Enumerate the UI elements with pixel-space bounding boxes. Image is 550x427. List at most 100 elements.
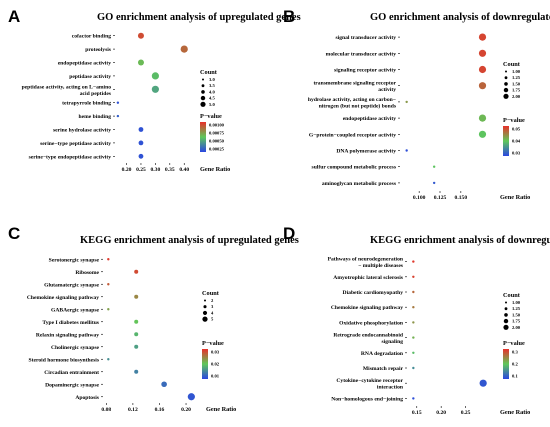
- pvalue-legend-title: P−value: [503, 117, 525, 124]
- count-legend-label: 1.00: [512, 69, 521, 74]
- data-point: [478, 65, 487, 74]
- category-label-line: signaling receptor activity: [334, 68, 396, 74]
- panel-C: C KEGG enrichment analysis of upregulated…: [8, 224, 299, 413]
- category-label-line: Mismatch repair: [363, 366, 404, 372]
- category-label-line: interaction: [377, 385, 404, 391]
- category-label-line: aminoglycan metabolic process: [322, 181, 397, 187]
- category-label: Pathways of neurodegeneration − multiple …: [328, 257, 404, 270]
- category-label-line: serine−type peptidase activity: [40, 141, 111, 147]
- count-legend-label: 5: [211, 317, 214, 322]
- category-label-line: proteolysis: [85, 47, 112, 53]
- count-legend-label: 2: [211, 298, 214, 303]
- category-label: proteolysis: [85, 47, 112, 53]
- data-point: [405, 149, 408, 152]
- count-legend-label: 1.50: [512, 312, 521, 317]
- data-point: [107, 283, 110, 286]
- data-point: [412, 306, 415, 309]
- panel-letter: B: [283, 7, 295, 26]
- category-label-line: serine hydrolase activity: [53, 128, 111, 134]
- count-legend-label: 2.00: [512, 325, 521, 330]
- data-point: [412, 336, 415, 339]
- category-label: Steroid hormone biosynthesis: [29, 357, 100, 363]
- count-legend-dot: [503, 93, 509, 99]
- category-label: endopeptidase activity: [343, 116, 396, 122]
- category-label-line: activity: [378, 87, 396, 93]
- count-legend-label: 1.75: [512, 88, 521, 93]
- panel-letter: A: [8, 7, 20, 26]
- category-label-line: signal transducer activity: [336, 35, 397, 41]
- category-label-line: peptidase activity: [69, 74, 111, 80]
- x-axis-label: Gene Ratio: [500, 194, 530, 201]
- category-label: serine−type peptidase activity: [40, 141, 111, 147]
- count-legend-label: 1.50: [512, 81, 521, 86]
- category-label: Glutamatergic synapse: [44, 282, 99, 288]
- category-label: tetrapyrrole binding: [62, 101, 111, 107]
- x-axis-label: Gene Ratio: [200, 166, 230, 173]
- count-legend-dot: [204, 299, 206, 302]
- category-label: cofactor binding: [72, 34, 111, 40]
- count-legend-label: 4.0: [209, 89, 215, 94]
- count-legend-dot: [503, 87, 509, 93]
- x-tick-label: 0.150: [455, 195, 468, 201]
- data-point: [151, 72, 159, 80]
- x-tick-label: 0.35: [165, 167, 175, 173]
- category-label: sulfur compound metabolic process: [312, 165, 397, 171]
- category-label: signaling receptor activity: [334, 68, 396, 74]
- category-label: Retrograde endocannabinoid signaling: [333, 333, 404, 346]
- count-legend-title: Count: [503, 292, 521, 299]
- pvalue-colorbar: [200, 122, 206, 152]
- data-point: [432, 165, 436, 168]
- category-label-line: Relaxin signaling pathway: [36, 332, 99, 338]
- category-label-line: Cytokine−cytokine receptor: [336, 378, 403, 384]
- category-label-line: Ribosome: [75, 270, 99, 276]
- data-point: [405, 100, 408, 104]
- panel-letter: C: [8, 224, 20, 243]
- category-label: Cholinergic synapse: [51, 345, 100, 351]
- panel-title: GO enrichment analysis of upregulated ge…: [97, 12, 301, 23]
- data-point: [412, 275, 415, 278]
- count-legend-dot: [202, 78, 204, 81]
- count-legend-dot: [503, 318, 509, 324]
- pvalue-legend-label: 0.04: [512, 139, 521, 144]
- data-point: [478, 82, 487, 90]
- data-point: [412, 321, 415, 324]
- data-point: [107, 358, 110, 361]
- pvalue-legend-label: 0.00100: [209, 123, 225, 128]
- count-legend-dot: [202, 310, 208, 315]
- category-label: Circadian entrainment: [44, 370, 99, 376]
- count-legend-dot: [504, 76, 508, 80]
- panel-A: A GO enrichment analysis of upregulated g…: [8, 7, 301, 173]
- data-point: [479, 379, 487, 387]
- x-tick-label: 0.20: [436, 410, 446, 416]
- data-point: [107, 308, 110, 311]
- count-legend-dot: [200, 95, 206, 101]
- pvalue-colorbar: [202, 349, 208, 379]
- category-label-line: RNA degradation: [361, 351, 404, 357]
- category-label: DNA polymerase activity: [336, 149, 396, 155]
- category-label-line: Chemokine signaling pathway: [331, 305, 403, 311]
- category-label: Chemokine signaling pathway: [331, 305, 403, 311]
- count-legend-label: 4: [211, 310, 214, 315]
- data-point: [134, 369, 139, 374]
- data-point: [116, 101, 120, 104]
- category-label: Diabetic cardiomyopathy: [343, 290, 404, 296]
- x-tick-label: 0.25: [136, 167, 146, 173]
- category-label-line: Retrograde endocannabinoid: [333, 333, 404, 339]
- category-label-line: hydrolase activity, acting on carbon−: [308, 97, 396, 103]
- category-label-line: GABAergic synapse: [51, 307, 100, 313]
- category-label: peptidase activity, acting on L−amino aci…: [22, 84, 112, 97]
- data-point: [412, 366, 415, 370]
- panel-letter: D: [283, 224, 295, 243]
- category-label-line: serine−type endopeptidase activity: [29, 154, 112, 160]
- pvalue-legend-label: 0.01: [211, 374, 220, 379]
- category-label: signal transducer activity: [336, 35, 397, 41]
- category-label-line: Serotonergic synapse: [49, 257, 100, 263]
- category-label: heme binding: [79, 114, 112, 120]
- category-label-line: peptidase activity, acting on L−amino: [22, 84, 112, 90]
- x-axis-label: Gene Ratio: [206, 406, 236, 413]
- category-label: Ribosome: [75, 270, 99, 276]
- data-point: [478, 114, 487, 122]
- pvalue-legend-label: 0.1: [512, 374, 518, 379]
- category-label-line: transmembrane signaling receptor: [313, 81, 396, 87]
